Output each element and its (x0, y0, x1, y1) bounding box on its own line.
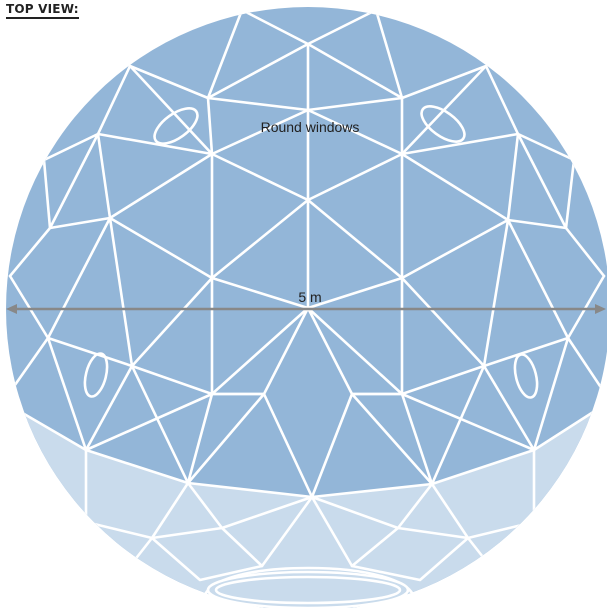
diameter-dimension: 5 m (6, 289, 606, 314)
round-window-bottom-left (83, 352, 109, 398)
dimension-label: 5 m (298, 289, 321, 305)
round-windows (83, 105, 539, 399)
left-arrowhead-icon (6, 304, 17, 314)
round-window-bottom-right (513, 353, 539, 399)
round-window-top-right (420, 105, 466, 143)
view-title: TOP VIEW: (6, 2, 79, 19)
round-window-top-left (153, 107, 199, 145)
entrance-ring (202, 566, 416, 608)
geodesic-frame (6, 8, 607, 582)
lower-panels-fill (6, 400, 607, 608)
round-windows-label: Round windows (261, 119, 360, 135)
right-arrowhead-icon (595, 304, 606, 314)
